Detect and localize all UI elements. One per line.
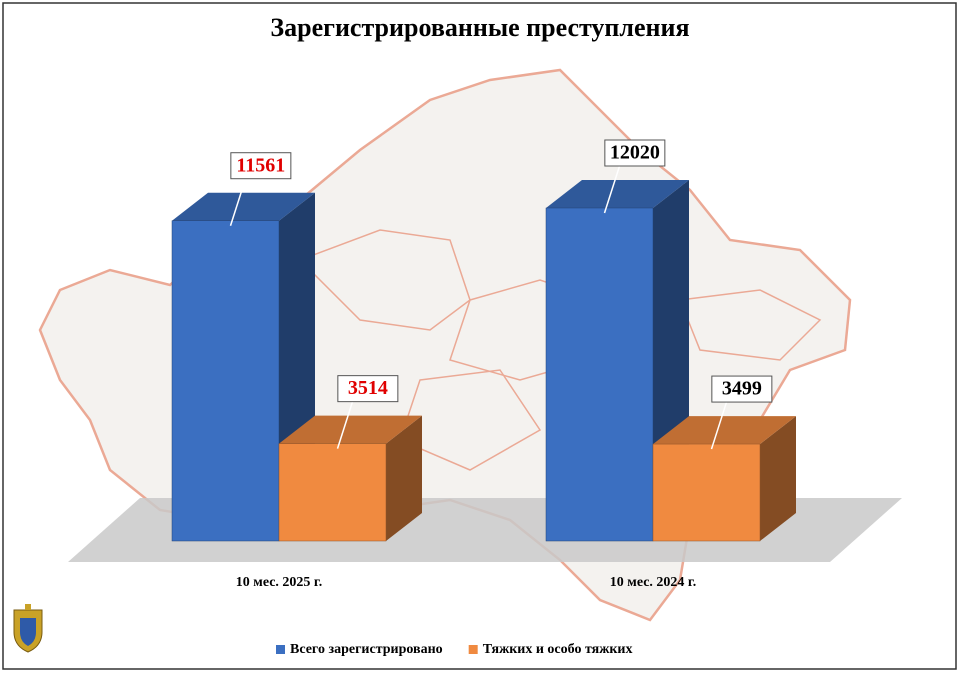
x-tick-label: 10 мес. 2025 г. <box>236 575 322 590</box>
bar <box>171 220 280 542</box>
legend-label: Тяжких и особо тяжких <box>483 642 633 657</box>
legend-label: Всего зарегистрировано <box>290 642 443 657</box>
value-label: 3514 <box>348 377 388 399</box>
value-label-box <box>604 139 666 167</box>
bar-side <box>386 415 422 541</box>
bar <box>278 443 387 542</box>
leader-line <box>603 164 621 214</box>
leader-line <box>229 177 247 226</box>
leader-line <box>710 400 728 450</box>
leader-line <box>336 400 354 449</box>
value-label: 11561 <box>236 154 285 176</box>
legend-swatch <box>468 645 478 654</box>
chart-title: Зарегистрированные преступления <box>270 13 689 42</box>
x-tick-label: 10 мес. 2024 г. <box>610 575 696 590</box>
value-label: 12020 <box>610 142 660 164</box>
bar-top <box>279 415 422 444</box>
value-label-box <box>337 375 399 403</box>
value-label-box <box>230 152 292 180</box>
legend-swatch <box>276 645 285 654</box>
bar <box>545 207 654 542</box>
emblem <box>13 604 43 653</box>
value-label-box <box>711 375 773 403</box>
bar-side <box>760 416 796 541</box>
bar-top <box>546 180 689 208</box>
value-label: 3499 <box>722 378 762 400</box>
bar <box>652 443 761 542</box>
bar-top <box>172 192 315 221</box>
bar-top <box>653 416 796 445</box>
